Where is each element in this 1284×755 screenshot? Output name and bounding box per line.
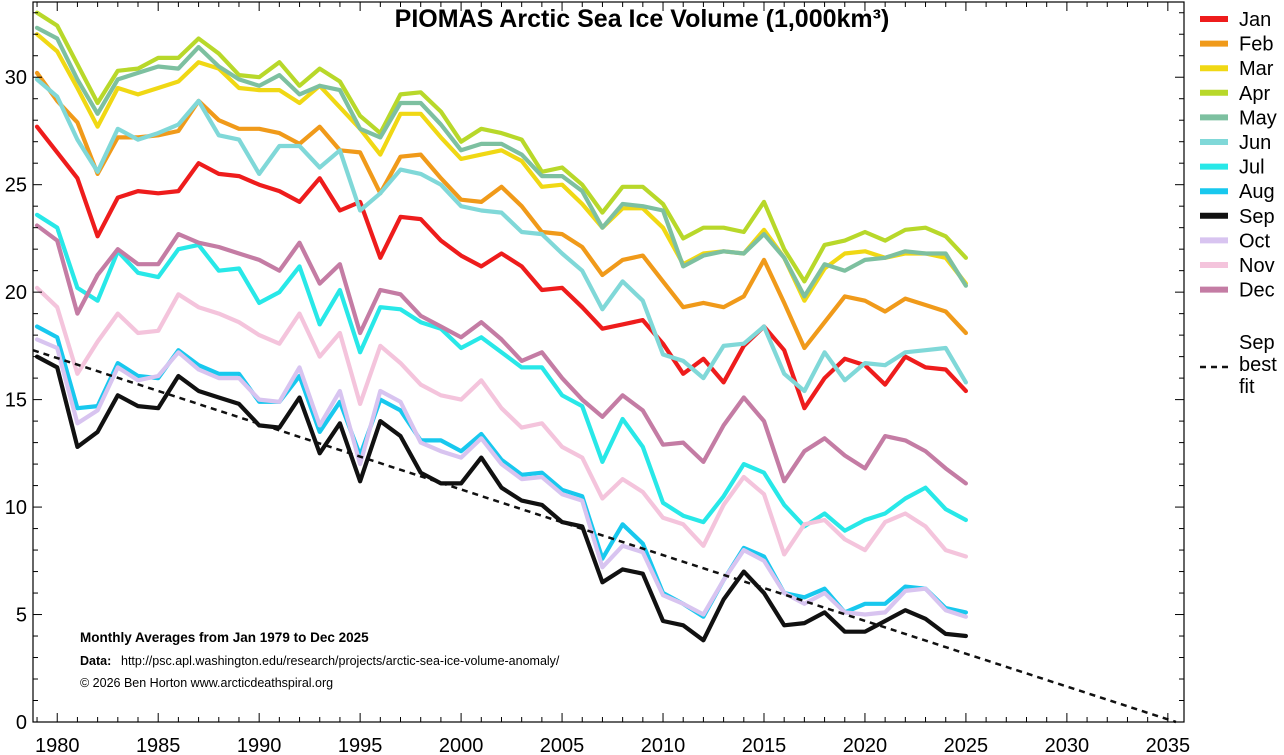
x-tick-label: 2015	[742, 735, 787, 755]
annotation-range: Monthly Averages from Jan 1979 to Dec 20…	[80, 630, 369, 645]
y-tick-label: 20	[5, 282, 27, 304]
legend-label-aug: Aug	[1239, 181, 1275, 203]
plot-lines	[32, 10, 1177, 724]
legend-label-sep-best-fit: best	[1239, 354, 1277, 376]
x-tick-label: 2035	[1146, 735, 1191, 755]
y-tick-label: 25	[5, 175, 27, 197]
series-line-mar	[34, 32, 969, 303]
legend-label-sep-best-fit: Sep	[1239, 332, 1275, 354]
x-tick-label: 2005	[540, 735, 585, 755]
annotation-block: Monthly Averages from Jan 1979 to Dec 20…	[80, 630, 560, 690]
legend-label-sep: Sep	[1239, 206, 1275, 228]
legend-label-sep-best-fit: fit	[1239, 376, 1255, 398]
annotation-data-label: Data:	[80, 654, 111, 668]
series-line-jan	[34, 124, 969, 411]
legend-label-oct: Oct	[1239, 230, 1271, 252]
series-line-dec	[34, 223, 969, 486]
y-tick-label: 10	[5, 497, 27, 519]
x-tick-label: 1980	[35, 735, 80, 755]
x-tick-label: 2020	[843, 735, 888, 755]
legend-label-dec: Dec	[1239, 280, 1275, 302]
x-tick-label: 2000	[439, 735, 484, 755]
x-tick-label: 1985	[136, 735, 181, 755]
y-tick-label: 0	[16, 712, 27, 734]
y-tick-label: 15	[5, 390, 27, 412]
plot-frame	[32, 1, 1185, 723]
legend-label-apr: Apr	[1239, 83, 1270, 105]
series-line-apr	[34, 10, 969, 284]
series-line-oct	[34, 337, 969, 619]
series-line-aug	[34, 324, 969, 619]
legend-label-mar: Mar	[1239, 58, 1274, 80]
plot-border	[32, 1, 1185, 723]
y-axis: 0 5 10 15 20 25 30	[5, 12, 1184, 734]
legend-label-jul: Jul	[1239, 157, 1265, 179]
y-tick-label: 5	[16, 605, 27, 627]
legend-label-feb: Feb	[1239, 34, 1273, 56]
x-axis: 1980 1985 1990 1995 2000 2005 2010 2015 2020 2025…	[35, 2, 1190, 755]
series-line-may	[34, 25, 969, 299]
x-tick-label: 2030	[1045, 735, 1090, 755]
annotation-data-url: http://psc.apl.washington.edu/research/p…	[121, 654, 560, 668]
legend: JanFebMarAprMayJunJulAugSepOctNovDecSepb…	[1200, 9, 1277, 398]
series-line-sep	[34, 354, 969, 643]
y-tick-label: 30	[5, 67, 27, 89]
chart-title: PIOMAS Arctic Sea Ice Volume (1,000km³)	[395, 5, 890, 33]
series-line-nov	[34, 285, 969, 559]
legend-label-nov: Nov	[1239, 255, 1275, 277]
x-tick-label: 1995	[338, 735, 383, 755]
series-line-sep-best-fit	[32, 349, 1177, 724]
legend-label-jun: Jun	[1239, 132, 1271, 154]
series-line-jun	[34, 77, 969, 394]
legend-label-jan: Jan	[1239, 9, 1271, 31]
legend-label-may: May	[1239, 107, 1277, 129]
x-tick-label: 1990	[237, 735, 282, 755]
x-tick-label: 2010	[641, 735, 686, 755]
x-tick-label: 2025	[944, 735, 989, 755]
annotation-copyright: © 2026 Ben Horton www.arcticdeathspiral.…	[80, 676, 333, 690]
